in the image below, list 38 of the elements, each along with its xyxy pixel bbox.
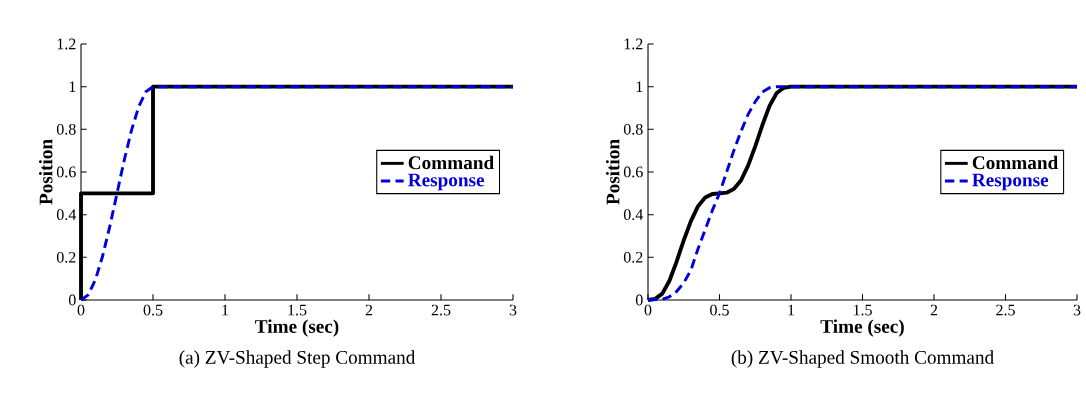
x-tick-label: 1.5 bbox=[853, 304, 872, 316]
legend-label: Command bbox=[408, 155, 494, 170]
y-tick-label: 1.2 bbox=[57, 38, 76, 50]
y-tick-label: 0.8 bbox=[56, 123, 76, 135]
y-tick-label: 1.2 bbox=[624, 38, 643, 50]
y-tick-label: 0.6 bbox=[623, 166, 643, 178]
text: (b) ZV-Shaped Smooth Command bbox=[731, 350, 994, 368]
y-axis-title: Position bbox=[605, 139, 620, 205]
x-tick-label: 2.5 bbox=[996, 304, 1015, 316]
x-tick-label: 2 bbox=[930, 304, 938, 316]
legend-label: Response bbox=[972, 173, 1049, 191]
y-tick-label: 0.8 bbox=[623, 123, 643, 135]
x-tick-label: 0 bbox=[77, 304, 85, 316]
y-tick-label: 0 bbox=[68, 294, 76, 306]
x-tick-label: 1 bbox=[222, 304, 229, 316]
x-tick-label: 1.5 bbox=[288, 304, 307, 316]
legend-label: Command bbox=[972, 155, 1059, 170]
y-tick-label: 0.4 bbox=[623, 209, 644, 221]
y-tick-label: 1 bbox=[636, 81, 643, 92]
x-tick-label: 1 bbox=[788, 304, 795, 316]
y-tick-label: 0.2 bbox=[623, 251, 643, 263]
x-tick-label: 2 bbox=[365, 304, 373, 316]
y-tick-label: 1 bbox=[69, 81, 76, 92]
y-tick-label: 0.6 bbox=[56, 166, 76, 178]
y-axis-title: Position bbox=[38, 139, 53, 205]
x-tick-label: 2.5 bbox=[431, 304, 451, 316]
x-tick-label: 0 bbox=[644, 304, 652, 316]
x-tick-label: 3 bbox=[509, 304, 517, 316]
y-tick-label: 0.2 bbox=[56, 251, 76, 263]
y-tick-label: 0 bbox=[635, 294, 643, 306]
x-tick-label: 3 bbox=[1073, 304, 1081, 316]
legend-label: Response bbox=[408, 173, 485, 191]
y-tick-label: 0.4 bbox=[56, 209, 77, 221]
x-tick-label: 0.5 bbox=[143, 304, 163, 316]
x-tick-label: 0.5 bbox=[710, 304, 729, 316]
x-axis-title: Time (sec) bbox=[820, 319, 904, 337]
text: (a) ZV-Shaped Step Command bbox=[179, 350, 416, 368]
x-axis-title: Time (sec) bbox=[255, 319, 339, 337]
